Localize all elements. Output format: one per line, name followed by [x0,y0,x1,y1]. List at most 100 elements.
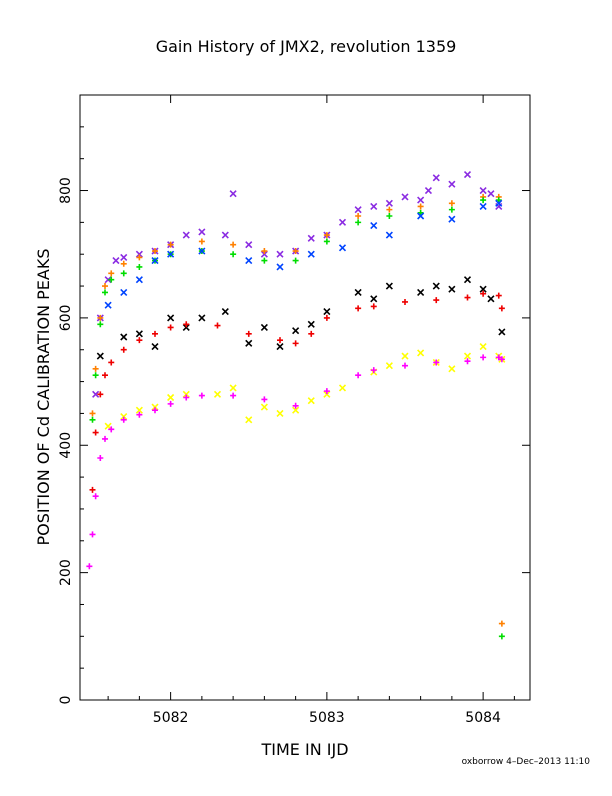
data-point [292,248,299,255]
x-axis-ticks: 5082 5083 5084 [107,95,515,726]
data-point [120,416,127,423]
data-point [417,209,424,216]
data-point [463,276,472,284]
data-point [498,620,505,627]
data-point [120,270,127,277]
y-tick-label: 400 [58,432,74,459]
data-point [92,493,99,500]
data-point [136,254,143,261]
data-point [104,301,112,309]
data-point [292,402,299,409]
data-point [385,282,393,290]
y-tick-label: 0 [58,696,74,705]
data-point [92,429,99,436]
data-point [448,180,456,188]
data-point [432,174,440,182]
data-point [433,297,440,304]
data-point [417,196,425,204]
data-point [230,241,237,248]
data-point [308,330,315,337]
data-point [292,340,299,347]
data-point [96,352,104,360]
data-point [86,563,93,570]
data-point [120,413,128,421]
data-point [104,276,112,284]
data-point [495,292,502,299]
data-point [120,260,127,267]
data-point [354,206,362,214]
data-point [167,393,175,402]
x-tick-label: 5083 [309,710,345,726]
data-point [245,241,253,249]
data-point [355,305,362,312]
data-point [229,384,237,392]
data-point [323,390,331,398]
data-series-9 [498,633,505,640]
data-point [498,328,506,336]
data-point [260,323,268,332]
data-point [198,392,205,399]
data-point [182,231,190,239]
data-point [424,186,433,195]
data-point [120,253,128,261]
data-series-0 [92,171,503,398]
data-point [448,285,456,293]
data-point [417,349,425,357]
data-point [182,323,190,332]
data-point [307,320,315,328]
data-point [323,238,330,245]
data-point [448,215,456,223]
data-point [292,327,300,335]
data-point [108,359,115,366]
x-axis-label: TIME IN IJD [260,740,348,759]
data-point [370,295,378,303]
data-point [370,303,377,310]
footer-credit: oxborrow 4–Dec–2013 11:10 [461,757,590,767]
data-point [495,199,503,207]
data-point [135,250,143,258]
data-point [102,289,108,296]
y-axis-label: POSITION OF Cd CALIBRATION PEAKS [34,249,53,546]
data-point [338,218,347,226]
data-point [385,231,393,239]
data-point [370,221,378,230]
data-point [495,197,502,204]
data-point [498,305,505,312]
data-point [92,365,99,372]
data-point [463,171,472,179]
data-point [120,346,127,353]
data-point [89,410,96,417]
data-point [151,257,159,265]
data-point [323,388,330,395]
data-point [417,203,424,210]
data-point [92,372,99,379]
data-point [355,372,362,379]
data-point [108,276,115,283]
data-point [221,231,229,239]
data-point [417,212,425,220]
data-series-5 [89,290,505,493]
data-point [136,411,143,418]
data-series-7 [86,354,505,570]
data-series-3 [104,199,503,309]
data-point [354,288,362,296]
data-point [102,372,108,379]
data-point [198,247,206,255]
data-point [464,294,471,301]
data-point [89,486,96,493]
data-point [479,285,487,293]
data-point [213,390,222,398]
data-point [448,206,455,213]
data-point [307,250,315,258]
y-tick-label: 600 [58,305,74,332]
data-point [230,392,237,399]
data-point [276,342,284,351]
data-point [102,283,108,290]
data-point [104,422,112,430]
data-point [338,244,347,252]
data-point [401,193,409,201]
data-point [89,531,96,538]
data-series-2 [89,197,502,423]
